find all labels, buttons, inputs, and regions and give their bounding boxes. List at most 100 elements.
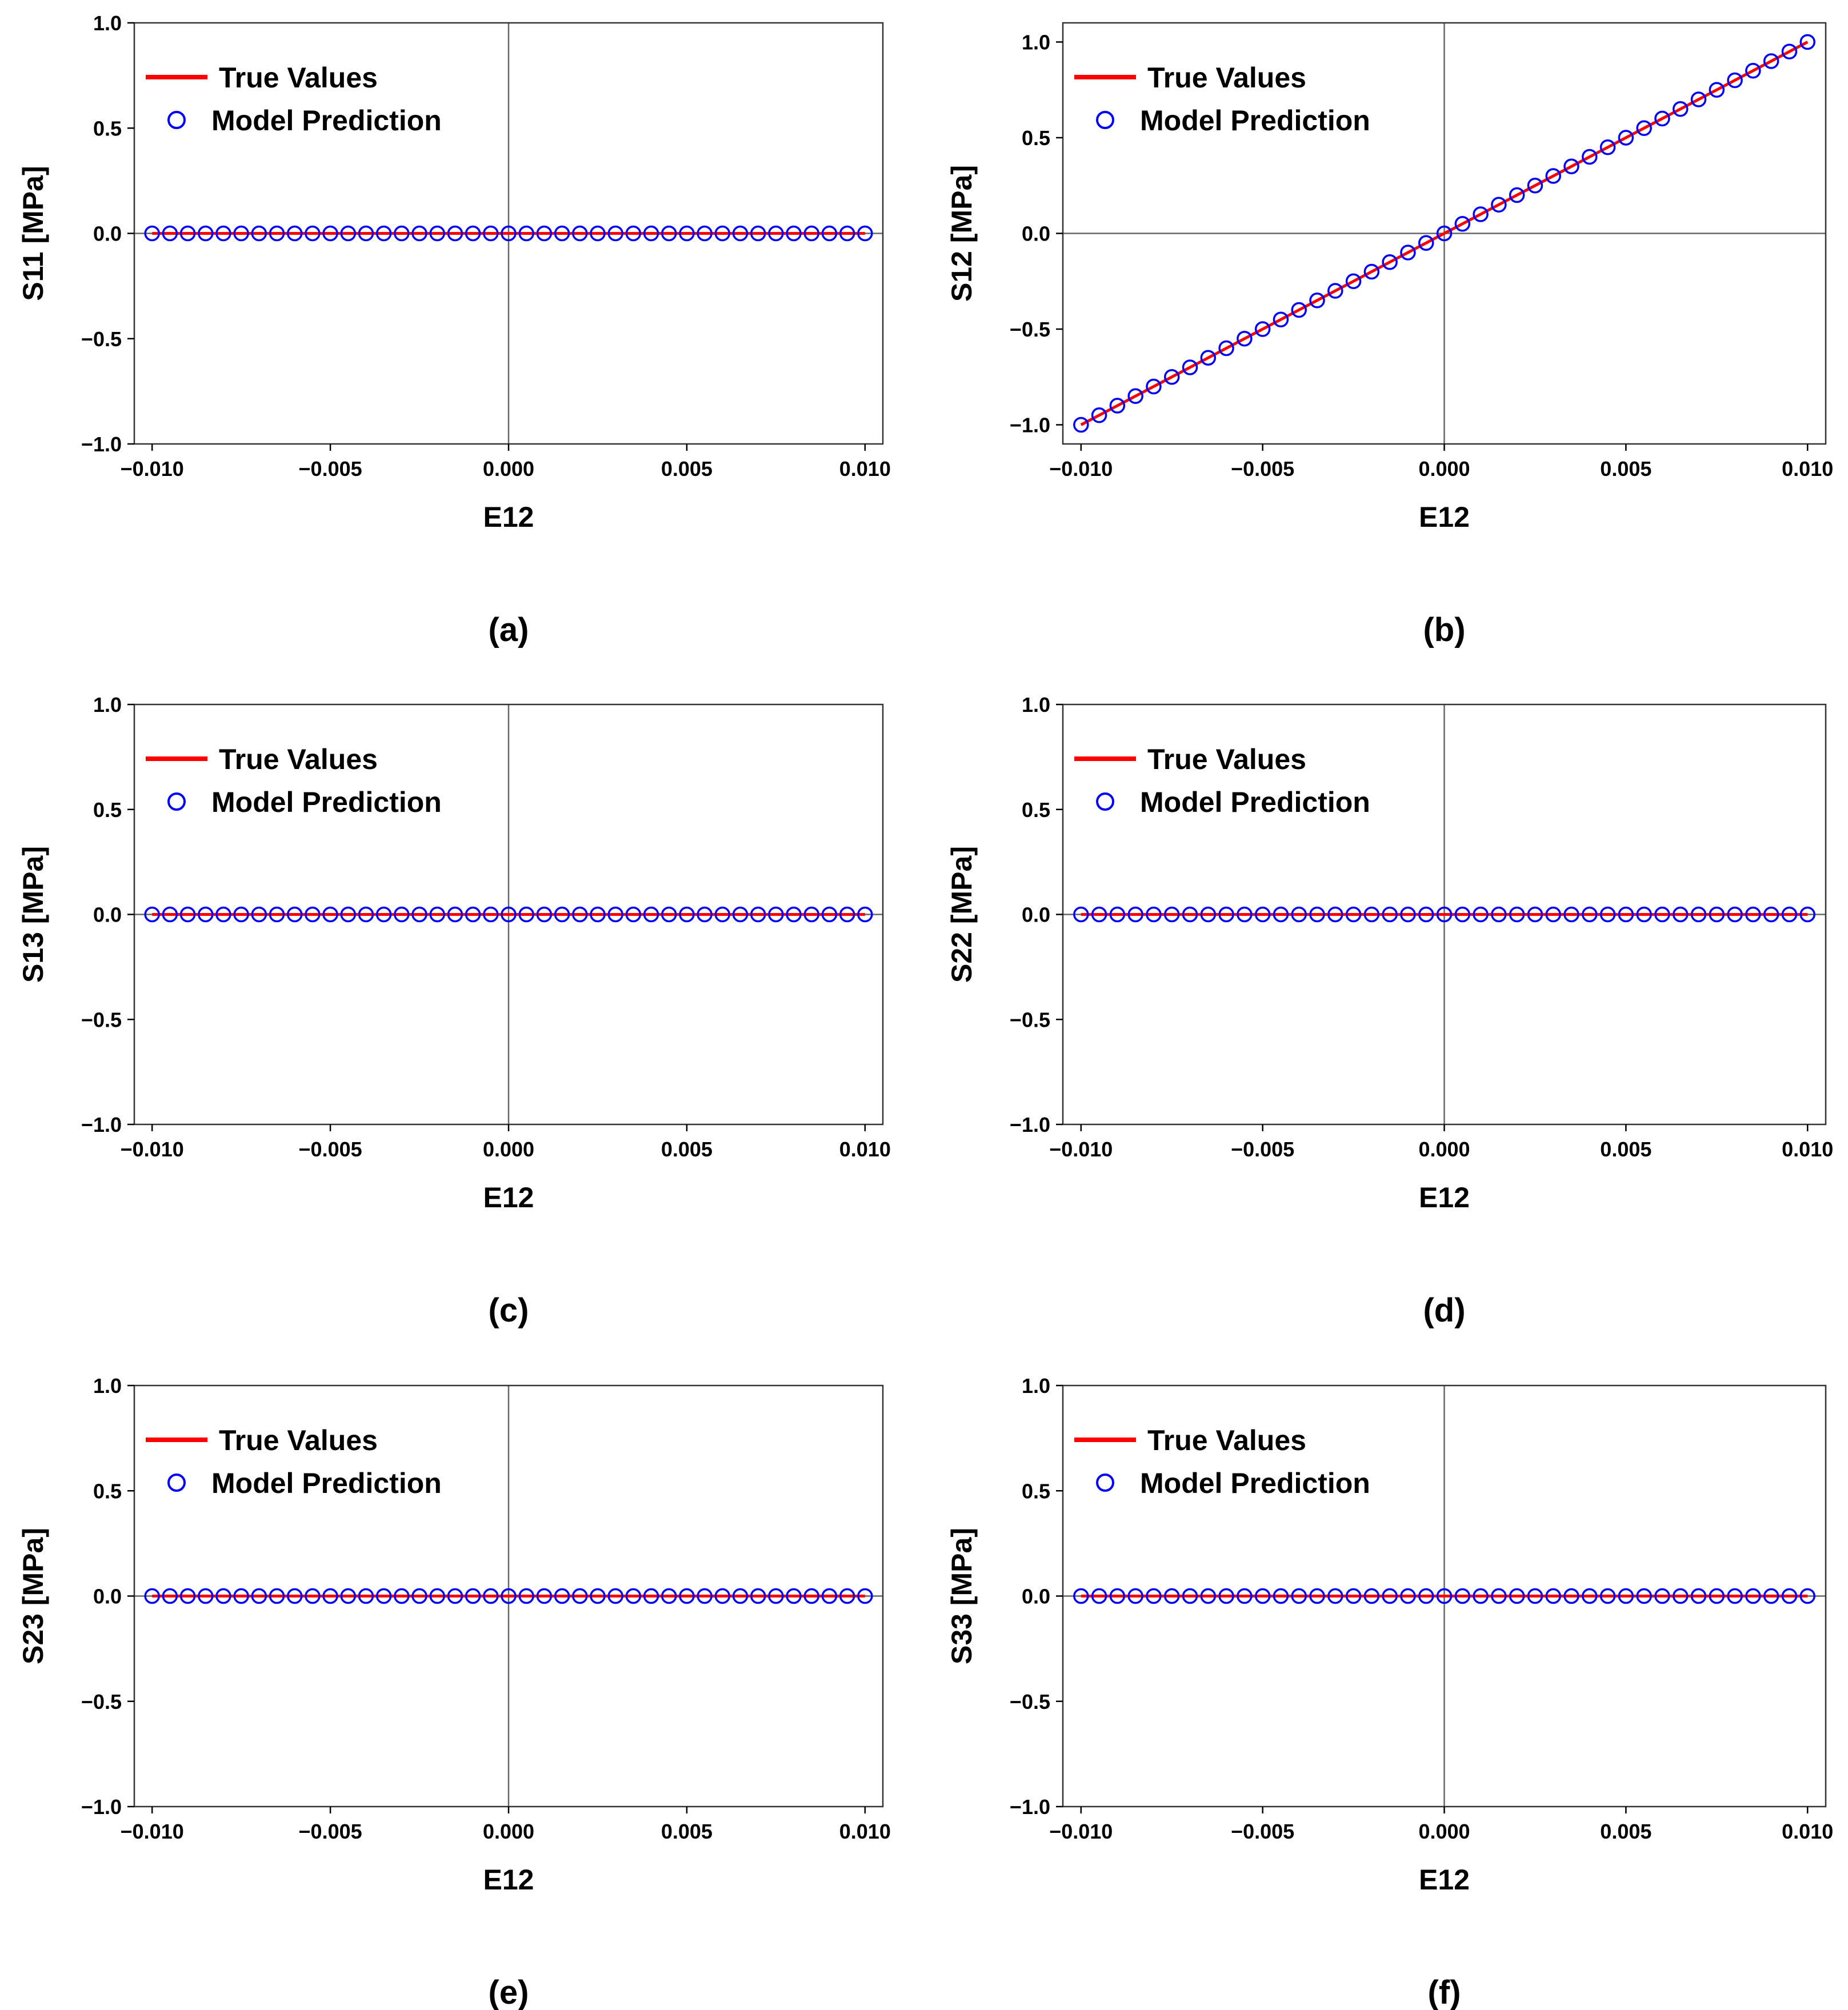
model-prediction-marker <box>732 1588 749 1604</box>
model-prediction-marker <box>786 906 802 923</box>
x-tick-label: −0.010 <box>1049 1138 1113 1161</box>
x-axis-label: E12 <box>1419 1864 1470 1896</box>
model-prediction-marker <box>768 906 784 923</box>
model-prediction-marker <box>1709 82 1725 98</box>
model-prediction-marker <box>1781 43 1798 59</box>
model-prediction-marker <box>1491 197 1507 213</box>
model-prediction-marker <box>1763 1588 1779 1604</box>
model-prediction-marker <box>1273 906 1289 923</box>
model-prediction-marker <box>1690 91 1707 107</box>
model-prediction-marker <box>1382 1588 1398 1604</box>
model-prediction-marker <box>1672 906 1689 923</box>
legend-model-prediction-swatch <box>167 792 186 811</box>
x-tick-label: −0.010 <box>1049 457 1113 481</box>
model-prediction-marker <box>162 1588 178 1604</box>
model-prediction-marker <box>1599 906 1616 923</box>
model-prediction-marker <box>1454 216 1471 232</box>
legend-model-prediction-label: Model Prediction <box>211 786 442 818</box>
x-tick-label: −0.010 <box>1049 1820 1113 1843</box>
model-prediction-marker <box>465 1588 481 1604</box>
model-prediction-marker <box>1618 130 1634 146</box>
model-prediction-marker <box>1382 254 1398 270</box>
model-prediction-marker <box>536 906 553 923</box>
y-tick-label: −1.0 <box>81 1795 122 1819</box>
model-prediction-marker <box>411 225 427 242</box>
model-prediction-marker <box>1799 906 1815 923</box>
model-prediction-marker <box>697 225 713 242</box>
chart-panel: −0.010 −0.005 0.000 0.005 0.010 1.0 0.5 0.0 −0.5… <box>946 22 1833 648</box>
y-tick-label: 0.0 <box>93 1585 122 1608</box>
y-axis-label: S22 [MPa] <box>946 846 978 983</box>
model-prediction-marker <box>215 1588 231 1604</box>
panel-caption: (c) <box>489 1292 529 1329</box>
model-prediction-marker <box>821 906 838 923</box>
model-prediction-marker <box>1509 906 1525 923</box>
model-prediction-marker <box>1254 321 1271 337</box>
model-prediction-marker <box>1690 1588 1707 1604</box>
model-prediction-marker <box>501 1588 517 1604</box>
model-prediction-marker <box>269 225 285 242</box>
model-prediction-marker <box>358 906 374 923</box>
model-prediction-marker <box>1146 378 1162 395</box>
model-prediction-marker <box>803 225 819 242</box>
x-tick-label: 0.005 <box>661 1820 713 1843</box>
model-prediction-marker <box>1527 1588 1543 1604</box>
model-prediction-marker <box>839 225 855 242</box>
model-prediction-marker <box>483 906 499 923</box>
y-tick-label: 0.0 <box>1022 222 1050 246</box>
model-prediction-marker <box>394 906 410 923</box>
x-tick-label: −0.010 <box>121 1138 184 1161</box>
model-prediction-marker <box>714 906 731 923</box>
y-axis-label: S12 [MPa] <box>946 165 978 302</box>
y-tick-label: 0.5 <box>1022 126 1050 150</box>
panel-caption: (f) <box>1428 1974 1461 2010</box>
model-prediction-marker <box>1709 1588 1725 1604</box>
x-axis-label: E12 <box>483 1182 534 1214</box>
model-prediction-marker <box>1763 53 1779 69</box>
x-tick-label: 0.000 <box>483 1138 534 1161</box>
model-prediction-marker <box>1618 1588 1634 1604</box>
model-prediction-marker <box>821 225 838 242</box>
model-prediction-marker <box>714 1588 731 1604</box>
model-prediction-marker <box>1763 906 1779 923</box>
chart-panel: −0.010 −0.005 0.000 0.005 0.010 1.0 0.5 0.0 −0.5… <box>946 1374 1833 2010</box>
model-prediction-marker <box>1091 407 1107 423</box>
x-tick-label: 0.005 <box>1600 1820 1651 1843</box>
model-prediction-marker <box>1091 906 1107 923</box>
model-prediction-marker <box>625 225 642 242</box>
panel-caption: (a) <box>489 611 529 648</box>
model-prediction-marker <box>162 225 178 242</box>
legend-model-prediction-label: Model Prediction <box>1140 1467 1370 1499</box>
panel-caption: (e) <box>489 1974 529 2010</box>
model-prediction-marker <box>1218 340 1234 357</box>
model-prediction-marker <box>554 1588 570 1604</box>
model-prediction-marker <box>786 225 802 242</box>
x-tick-label: −0.005 <box>1231 457 1294 481</box>
model-prediction-marker <box>697 906 713 923</box>
model-prediction-marker <box>465 906 481 923</box>
model-prediction-marker <box>1127 1588 1143 1604</box>
y-tick-label: 0.5 <box>1022 1479 1050 1503</box>
model-prediction-marker <box>1073 1588 1089 1604</box>
model-prediction-marker <box>1672 101 1689 117</box>
model-prediction-marker <box>465 225 481 242</box>
model-prediction-marker <box>358 225 374 242</box>
model-prediction-marker <box>572 1588 588 1604</box>
model-prediction-marker <box>1582 149 1598 165</box>
model-prediction-marker <box>198 225 214 242</box>
legend-model-prediction-swatch <box>1096 111 1114 129</box>
y-tick-label: −0.5 <box>81 1008 122 1031</box>
model-prediction-marker <box>1545 906 1561 923</box>
model-prediction-marker <box>429 225 445 242</box>
model-prediction-marker <box>1327 283 1343 299</box>
legend-model-prediction-label: Model Prediction <box>211 1467 442 1499</box>
model-prediction-marker <box>1182 906 1198 923</box>
y-tick-label: 0.0 <box>1022 903 1050 927</box>
legend-true-values-label: True Values <box>1147 1424 1306 1456</box>
x-tick-label: 0.000 <box>483 1820 534 1843</box>
model-prediction-marker <box>322 225 338 242</box>
model-prediction-marker <box>1309 293 1325 309</box>
y-tick-label: −1.0 <box>81 433 122 456</box>
y-tick-label: −1.0 <box>1010 414 1050 437</box>
model-prediction-marker <box>625 906 642 923</box>
